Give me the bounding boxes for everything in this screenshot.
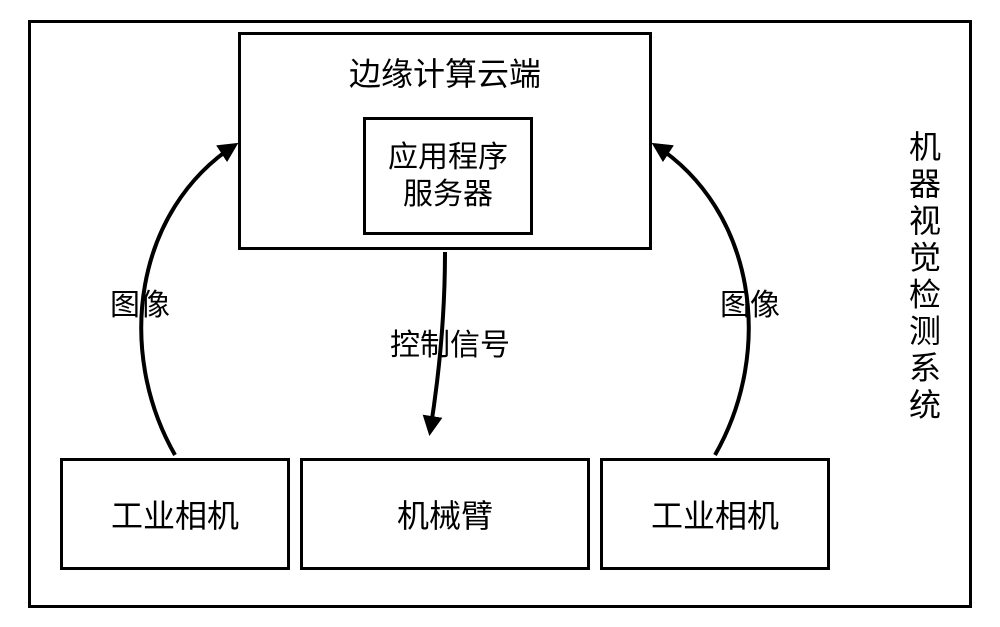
cloud-title: 边缘计算云端 xyxy=(241,49,649,95)
robotic-arm-box: 机械臂 xyxy=(300,458,590,570)
robotic-arm-label: 机械臂 xyxy=(397,491,493,537)
edge-label-image-left: 图像 xyxy=(110,280,170,324)
edge-label-image-right: 图像 xyxy=(720,280,780,324)
industrial-camera-left-label: 工业相机 xyxy=(111,491,239,537)
application-server-label: 应用程序 服务器 xyxy=(388,139,508,214)
edge-label-control-signal: 控制信号 xyxy=(390,320,510,364)
edge-computing-cloud-box: 边缘计算云端 应用程序 服务器 xyxy=(238,32,652,250)
system-title: 机器视觉检测系统 xyxy=(900,130,946,424)
industrial-camera-right-box: 工业相机 xyxy=(600,458,830,570)
industrial-camera-right-label: 工业相机 xyxy=(651,491,779,537)
diagram-canvas: 机器视觉检测系统 边缘计算云端 应用程序 服务器 工业相机 机械臂 工业相机 图… xyxy=(0,0,1000,627)
industrial-camera-left-box: 工业相机 xyxy=(60,458,290,570)
application-server-box: 应用程序 服务器 xyxy=(363,117,533,235)
